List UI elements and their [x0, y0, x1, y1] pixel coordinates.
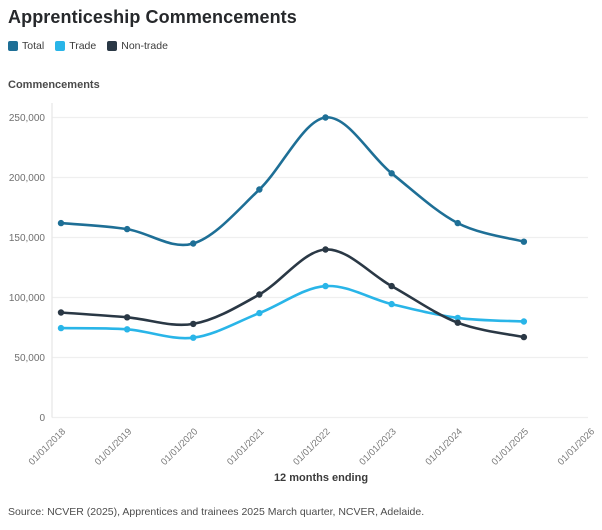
legend-swatch-icon — [107, 41, 118, 51]
data-point-non-trade[interactable] — [520, 333, 528, 341]
data-point-total[interactable] — [322, 114, 329, 121]
x-tick-label: 01/01/2022 — [291, 426, 332, 467]
x-tick-label: 01/01/2024 — [423, 426, 464, 467]
data-point-trade[interactable] — [57, 324, 65, 332]
y-tick-label: 50,000 — [14, 353, 45, 364]
y-axis-title: Commencements — [8, 79, 100, 91]
series-line-non-trade — [59, 248, 526, 339]
x-tick-label: 01/01/2026 — [556, 426, 597, 467]
data-point-trade[interactable] — [190, 334, 197, 341]
x-axis-title: 12 months ending — [273, 472, 369, 484]
data-point-total[interactable] — [388, 170, 395, 177]
y-tick-label: 100,000 — [9, 293, 46, 304]
legend-swatch-icon — [55, 41, 66, 51]
y-tick-label: 250,000 — [9, 113, 46, 124]
data-point-trade[interactable] — [123, 326, 131, 333]
data-point-non-trade[interactable] — [256, 291, 263, 298]
x-tick-label: 01/01/2020 — [159, 426, 200, 467]
legend-item-total[interactable]: Total — [8, 40, 44, 52]
legend-item-label: Trade — [69, 40, 97, 52]
y-tick-label: 200,000 — [9, 173, 46, 184]
legend-swatch-icon — [8, 41, 18, 51]
data-point-non-trade[interactable] — [388, 282, 395, 290]
x-tick-label: 01/01/2019 — [93, 426, 134, 467]
legend-item-trade[interactable]: Trade — [55, 40, 96, 52]
data-point-total[interactable] — [454, 219, 461, 227]
legend-item-label: Non-trade — [121, 40, 168, 52]
source-note: Source: NCVER (2025), Apprentices and tr… — [8, 506, 425, 518]
series-line-trade — [59, 284, 526, 340]
x-tick-label: 01/01/2025 — [490, 426, 531, 467]
data-point-trade[interactable] — [454, 314, 461, 322]
line-chart: 0 50,000 100,000 150,000 200,000 250,000 01/01… — [9, 103, 597, 468]
chart-title: Apprenticeship Commencements — [8, 7, 297, 27]
data-point-total[interactable] — [190, 240, 197, 247]
legend-item-non-trade[interactable]: Non-trade — [107, 40, 168, 52]
data-point-non-trade[interactable] — [190, 320, 197, 328]
data-point-trade[interactable] — [322, 282, 329, 290]
data-point-total[interactable] — [57, 219, 65, 227]
legend: Total Trade Non-trade — [8, 40, 168, 52]
legend-item-label: Total — [22, 40, 45, 52]
x-tick-label: 01/01/2023 — [357, 426, 398, 467]
data-point-trade[interactable] — [256, 309, 263, 317]
y-tick-label: 150,000 — [9, 233, 46, 244]
data-point-non-trade[interactable] — [454, 319, 461, 326]
x-tick-label: 01/01/2021 — [225, 426, 266, 467]
data-point-total[interactable] — [256, 186, 263, 193]
data-point-total[interactable] — [123, 225, 131, 233]
data-point-total[interactable] — [520, 238, 528, 245]
x-tick-label: 01/01/2018 — [27, 426, 68, 467]
data-point-trade[interactable] — [388, 300, 395, 308]
data-point-non-trade[interactable] — [57, 309, 65, 316]
data-point-non-trade[interactable] — [322, 246, 329, 253]
data-point-non-trade[interactable] — [123, 314, 131, 321]
data-point-trade[interactable] — [520, 318, 528, 325]
y-tick-label: 0 — [39, 413, 45, 424]
series-line-total — [59, 116, 526, 247]
